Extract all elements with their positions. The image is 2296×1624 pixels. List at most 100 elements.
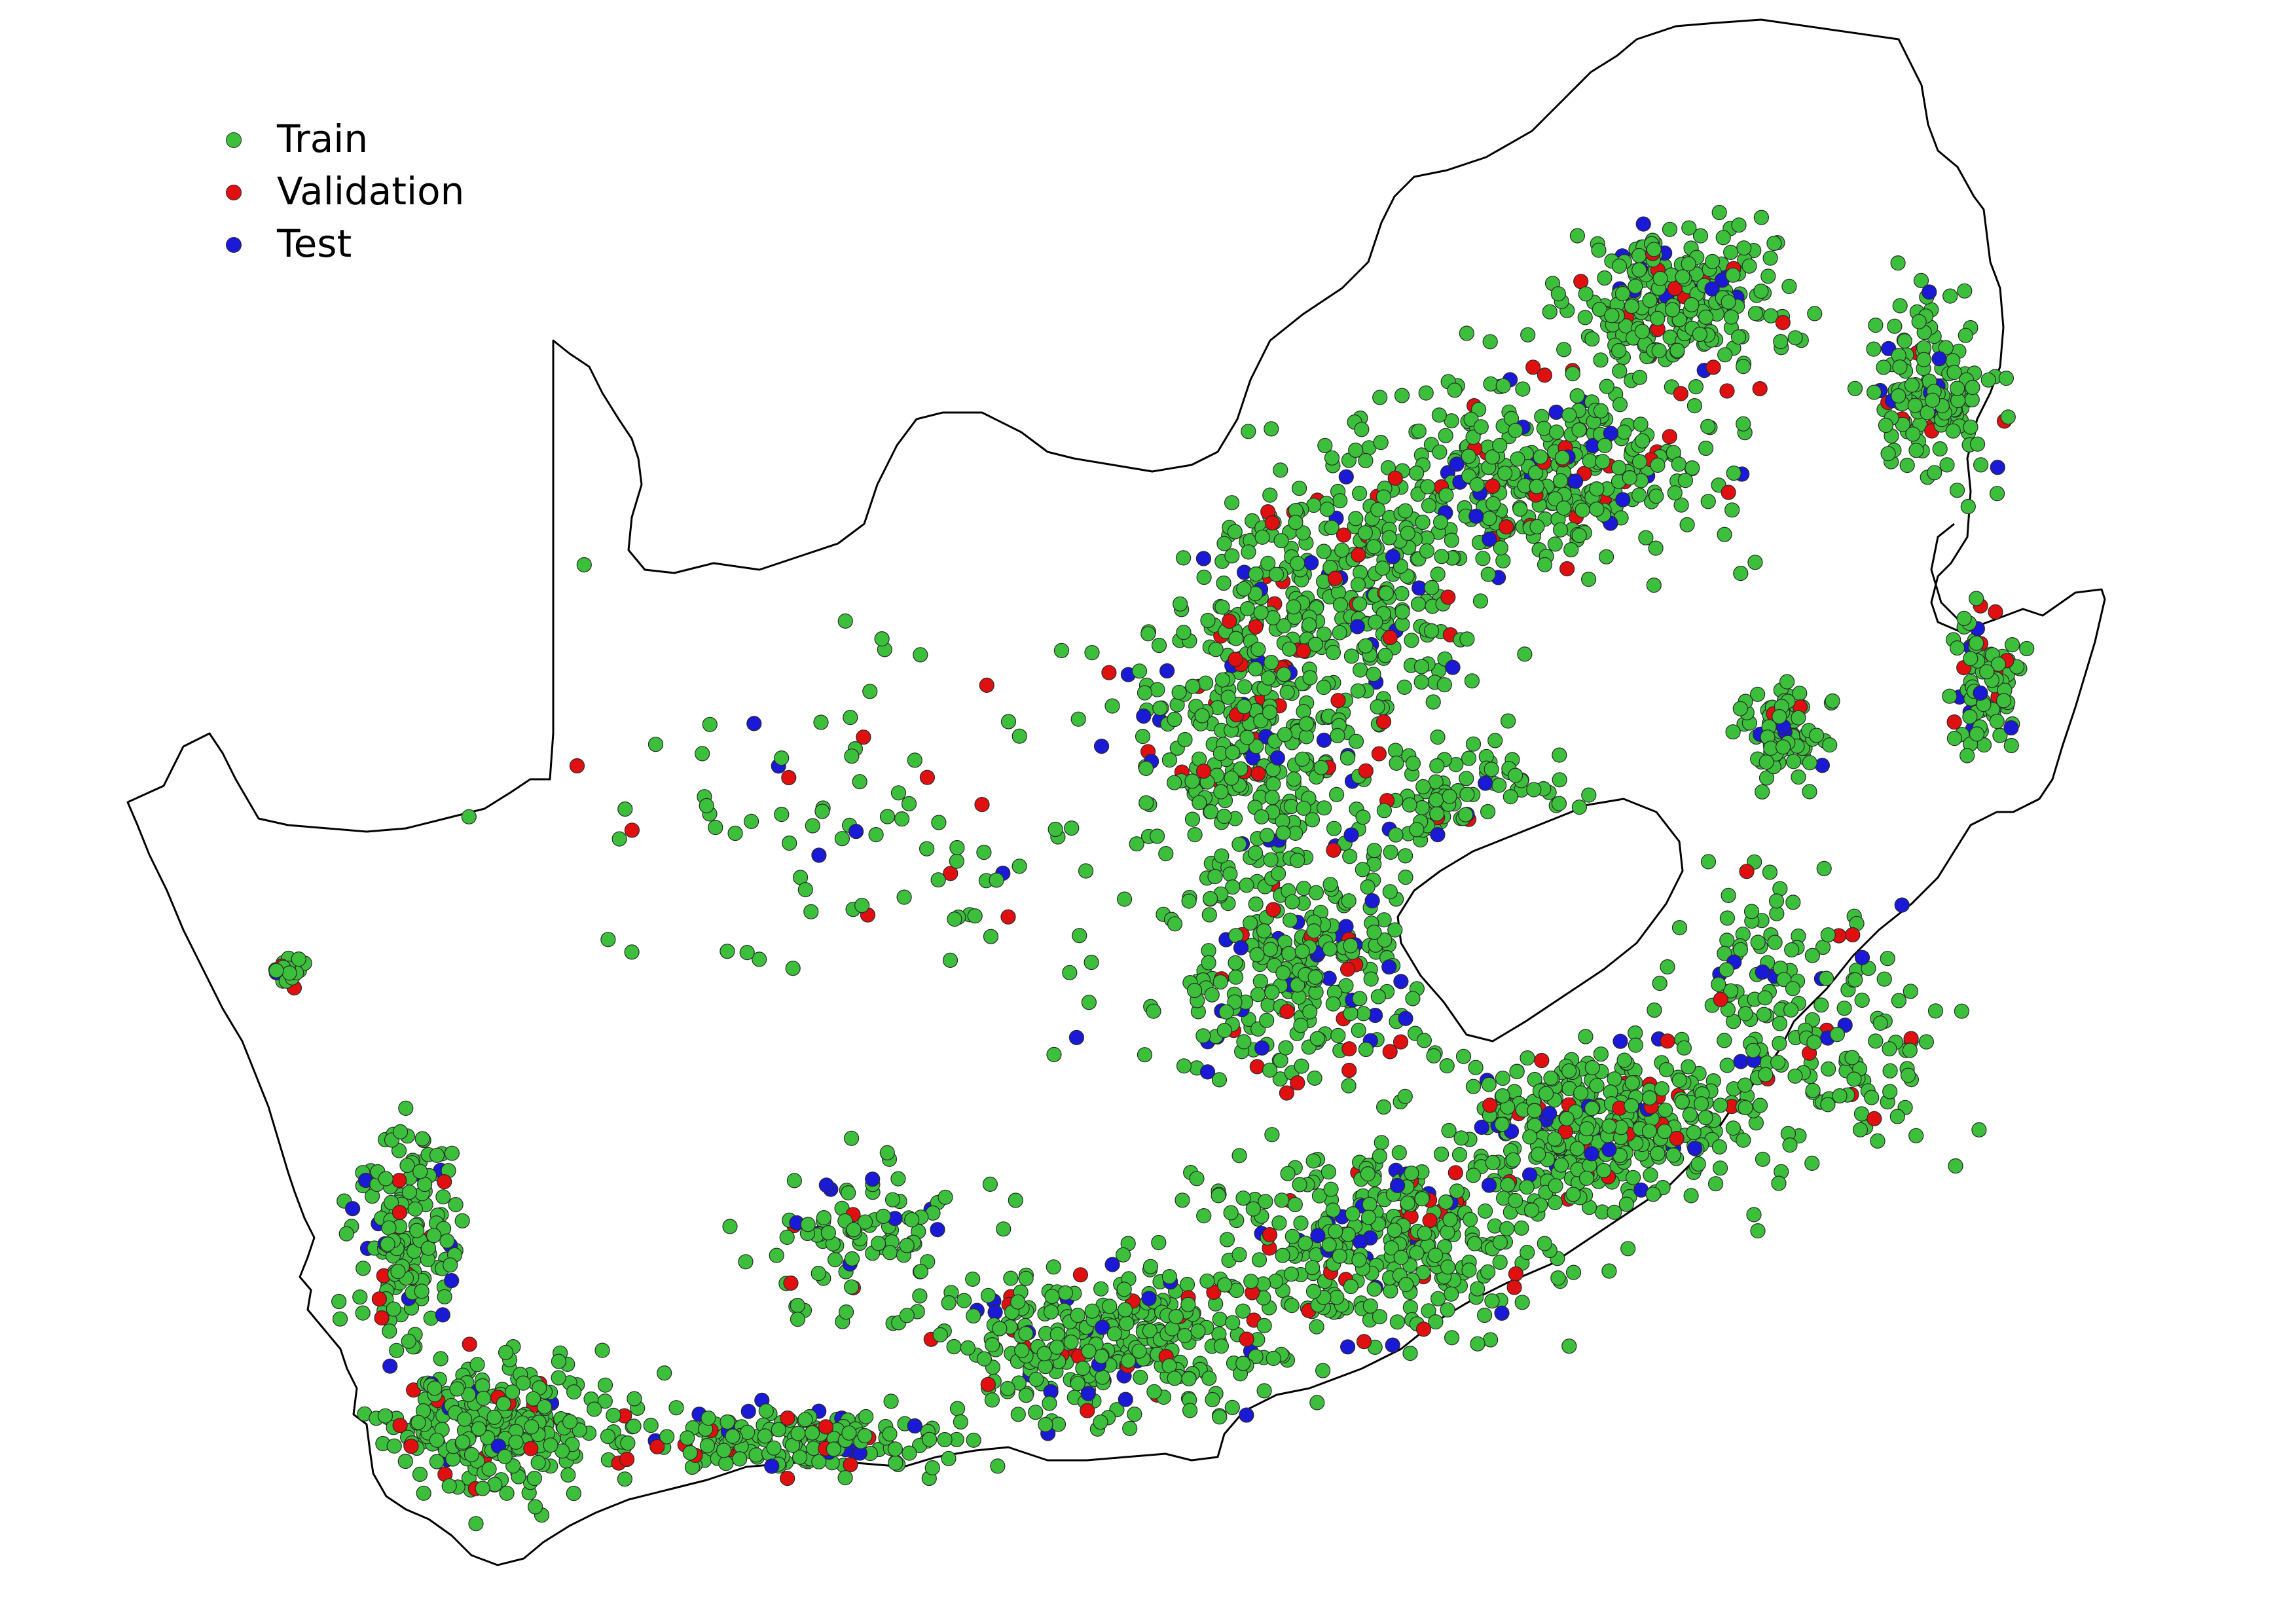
train-point xyxy=(1411,423,1427,439)
train-point xyxy=(919,841,935,857)
train-point xyxy=(455,1434,471,1450)
train-point xyxy=(1237,679,1252,695)
lesotho-outline xyxy=(1396,798,1684,1043)
train-point xyxy=(1804,948,1820,963)
train-point xyxy=(1620,1241,1636,1257)
train-point xyxy=(1821,1061,1836,1077)
train-point xyxy=(1214,672,1231,688)
train-point xyxy=(1662,221,1678,237)
train-point xyxy=(1725,1120,1741,1136)
train-point xyxy=(1420,479,1436,494)
train-point xyxy=(1719,962,1734,978)
train-point xyxy=(1057,1285,1074,1301)
train-point xyxy=(1376,803,1392,819)
test-point xyxy=(1239,1407,1254,1423)
train-point xyxy=(1388,743,1404,758)
train-point xyxy=(1218,1004,1234,1020)
train-point xyxy=(1142,1259,1159,1274)
train-point xyxy=(1189,1171,1205,1187)
validation-point xyxy=(1279,1085,1295,1101)
train-point xyxy=(1038,1416,1053,1433)
train-point xyxy=(1760,268,1776,284)
train-point xyxy=(1037,1359,1053,1375)
train-point xyxy=(407,1201,423,1217)
train-point xyxy=(1342,849,1358,864)
train-point xyxy=(1387,1222,1402,1238)
validation-point xyxy=(980,1376,996,1392)
train-point xyxy=(412,1466,428,1482)
train-point xyxy=(1400,1195,1415,1211)
train-point xyxy=(1355,862,1370,877)
test-point xyxy=(382,1358,398,1374)
train-point xyxy=(1753,284,1769,299)
train-point xyxy=(437,1289,452,1304)
train-point xyxy=(1305,1153,1321,1169)
train-point xyxy=(2005,637,2020,653)
train-point xyxy=(1339,750,1356,766)
train-point xyxy=(1547,1194,1563,1211)
train-point xyxy=(699,1438,716,1454)
train-point xyxy=(1438,487,1454,503)
train-point xyxy=(399,1158,415,1173)
train-point xyxy=(1631,487,1647,503)
validation-point xyxy=(1262,1227,1278,1243)
train-point xyxy=(1373,434,1389,451)
train-point xyxy=(1918,1034,1934,1050)
train-point xyxy=(1692,228,1709,244)
test-point xyxy=(848,824,864,840)
train-point xyxy=(922,1431,938,1447)
train-point xyxy=(576,557,592,573)
train-point xyxy=(1046,1046,1062,1063)
train-point xyxy=(1747,306,1764,322)
train-point xyxy=(1616,424,1632,440)
train-point xyxy=(1942,288,1958,304)
train-point xyxy=(1248,896,1264,912)
train-point xyxy=(1905,426,1921,442)
test-point xyxy=(907,1418,922,1434)
train-point xyxy=(1194,708,1210,724)
train-point xyxy=(1642,1090,1658,1106)
train-point xyxy=(1176,625,1192,640)
train-point xyxy=(1010,1294,1026,1310)
train-point xyxy=(785,961,801,976)
train-point xyxy=(1202,891,1218,906)
train-point xyxy=(1280,1166,1296,1181)
train-point xyxy=(1676,1040,1692,1056)
train-point xyxy=(722,1219,738,1234)
train-point xyxy=(1302,670,1318,686)
train-point xyxy=(1122,1420,1138,1436)
train-point xyxy=(1741,258,1757,274)
train-point xyxy=(1700,418,1716,434)
train-point xyxy=(1355,809,1371,825)
train-point xyxy=(1243,1274,1259,1289)
train-point xyxy=(1231,1148,1247,1164)
validation-point xyxy=(1358,763,1374,779)
train-point xyxy=(1362,1298,1378,1314)
train-point xyxy=(1501,713,1516,729)
train-point xyxy=(1592,301,1607,318)
train-point xyxy=(1520,1050,1535,1066)
train-point xyxy=(1185,678,1201,694)
train-point xyxy=(888,1455,903,1471)
train-point xyxy=(1692,326,1707,342)
train-point xyxy=(1394,388,1410,403)
train-point xyxy=(1891,388,1906,404)
train-point xyxy=(1370,502,1386,517)
train-point xyxy=(1736,358,1751,375)
train-point xyxy=(1254,809,1269,825)
train-point xyxy=(811,1265,826,1282)
train-point xyxy=(1478,1203,1493,1219)
validation-point xyxy=(1506,1280,1522,1295)
train-point xyxy=(1671,456,1686,472)
train-point xyxy=(1717,347,1733,363)
train-point xyxy=(443,1257,458,1273)
train-point xyxy=(1677,472,1693,489)
train-point xyxy=(1604,308,1620,323)
train-point xyxy=(1832,1088,1848,1104)
train-point xyxy=(1573,1085,1589,1101)
train-point xyxy=(682,1445,698,1461)
validation-point xyxy=(1296,643,1311,659)
train-point xyxy=(1321,1164,1337,1180)
train-point xyxy=(1500,1177,1516,1192)
test-point xyxy=(1613,1033,1628,1049)
